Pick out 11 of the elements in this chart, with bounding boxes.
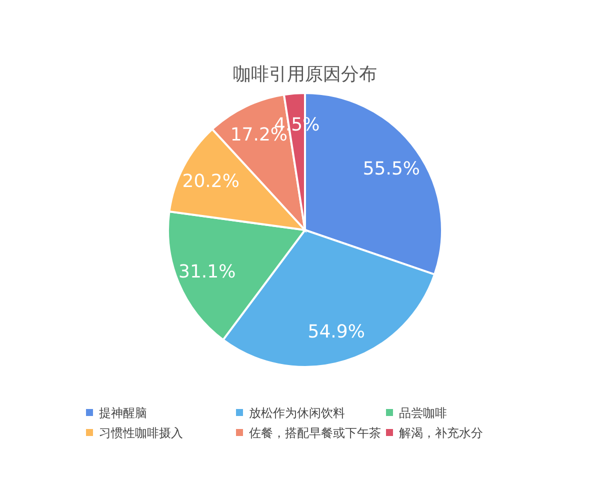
legend-label: 提神醒脑	[99, 406, 147, 420]
legend-label: 佐餐，搭配早餐或下午茶	[249, 426, 381, 440]
data-label: 54.9%	[308, 322, 365, 343]
legend-label: 放松作为休闲饮料	[249, 406, 345, 420]
legend-label: 习惯性咖啡摄入	[99, 426, 183, 440]
data-label: 31.1%	[178, 261, 236, 282]
legend-label: 解渴，补充水分	[399, 426, 483, 440]
chart-title: 咖啡引用原因分布	[233, 64, 377, 85]
data-label: 20.2%	[182, 171, 240, 192]
legend-label: 品尝咖啡	[399, 406, 447, 420]
data-label: 55.5%	[362, 158, 420, 180]
